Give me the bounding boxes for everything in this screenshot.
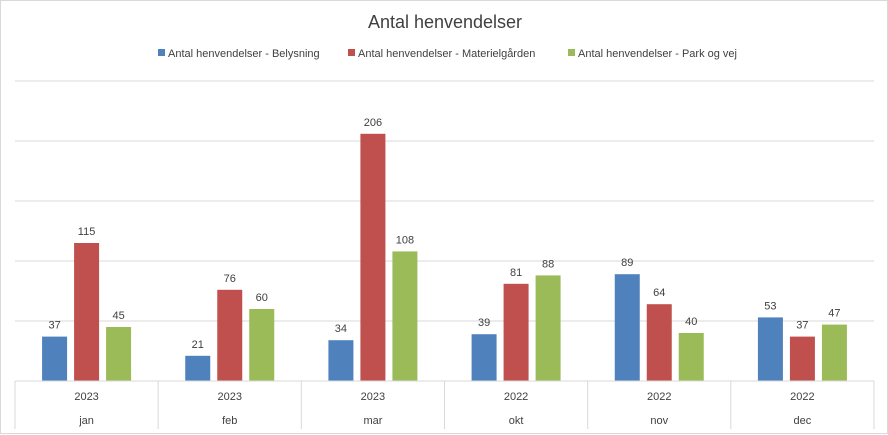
tick-label-month: jan	[78, 415, 94, 427]
tick-label-year: 2023	[218, 391, 242, 403]
tick-label-month: okt	[509, 415, 524, 427]
data-label: 21	[192, 339, 204, 351]
data-label: 40	[685, 316, 697, 328]
tick-label-year: 2023	[361, 391, 385, 403]
data-label: 37	[48, 320, 60, 332]
data-label: 60	[256, 292, 268, 304]
tick-label-year: 2022	[647, 391, 671, 403]
data-label: 206	[364, 117, 382, 129]
legend-swatch	[348, 49, 355, 56]
bar	[614, 274, 640, 381]
tick-label-year: 2023	[74, 391, 98, 403]
bar	[392, 251, 418, 381]
data-label: 108	[396, 234, 414, 246]
bar	[821, 324, 847, 381]
data-label: 115	[78, 226, 96, 238]
legend: Antal henvendelser - Belysning Antal henv…	[158, 48, 737, 60]
data-label: 45	[112, 310, 124, 322]
data-label: 76	[224, 273, 236, 285]
category-axis: 2023 jan 2023 feb 2023 mar 2022 okt 2022 nov 2022 d…	[14, 380, 875, 429]
legend-swatch	[568, 49, 575, 56]
bar	[217, 289, 243, 381]
tick-label-month: mar	[363, 415, 382, 427]
legend-swatch	[158, 49, 165, 56]
bars: 37 115 45 21 76 60 34 206 108 39 81 88 89 64 40 53 37 47	[42, 117, 847, 381]
data-label: 88	[542, 258, 554, 270]
chart-title: Antal henvendelser	[368, 12, 522, 32]
tick-label-month: feb	[222, 415, 237, 427]
data-label: 47	[828, 308, 840, 320]
tick-label-month: nov	[650, 415, 668, 427]
bar	[646, 304, 672, 381]
bar	[757, 317, 783, 381]
data-label: 34	[335, 323, 347, 335]
bar	[360, 133, 386, 381]
legend-label: Antal henvendelser - Belysning	[168, 48, 320, 60]
legend-label: Antal henvendelser - Materielgården	[358, 48, 535, 60]
bar	[789, 336, 815, 381]
data-label: 64	[653, 287, 665, 299]
bar	[42, 336, 68, 381]
tick-label-year: 2022	[790, 391, 814, 403]
data-label: 81	[510, 267, 522, 279]
bar	[471, 334, 497, 381]
data-label: 39	[478, 317, 490, 329]
data-label: 89	[621, 257, 633, 269]
bar	[106, 327, 132, 381]
tick-label-year: 2022	[504, 391, 528, 403]
bar	[185, 355, 211, 381]
bar	[74, 243, 100, 381]
bar	[503, 283, 529, 381]
bar	[249, 309, 275, 381]
bar	[678, 333, 704, 381]
tick-label-month: dec	[794, 415, 812, 427]
data-label: 37	[796, 320, 808, 332]
legend-label: Antal henvendelser - Park og vej	[578, 48, 737, 60]
gridlines	[15, 80, 874, 322]
bar	[328, 340, 354, 381]
bar	[535, 275, 561, 381]
data-label: 53	[764, 300, 776, 312]
